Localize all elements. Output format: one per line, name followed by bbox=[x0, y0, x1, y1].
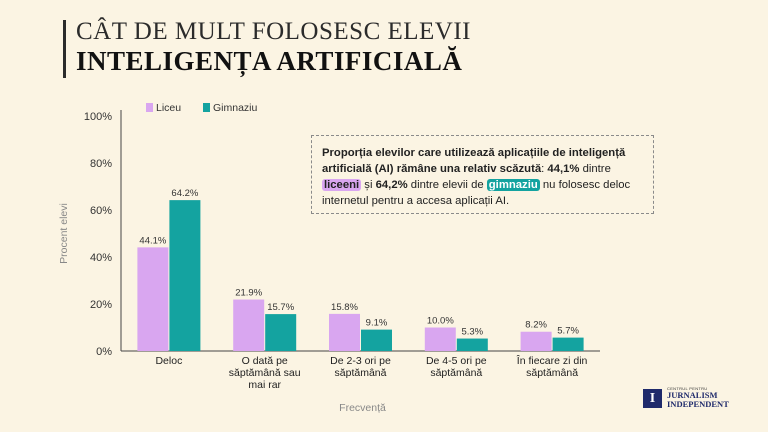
callout-sep: : bbox=[541, 163, 548, 175]
bar-liceu bbox=[137, 247, 169, 351]
y-tick-label: 20% bbox=[90, 299, 112, 311]
callout-value-liceu: 44,1% bbox=[547, 163, 580, 175]
y-tick-label: 40% bbox=[90, 252, 112, 264]
bar-liceu bbox=[233, 299, 265, 351]
bar-liceu bbox=[520, 331, 552, 351]
x-tick-label: săptămână bbox=[430, 367, 482, 379]
callout-lead: Proporția elevilor care utilizează aplic… bbox=[322, 147, 626, 175]
bar-liceu bbox=[329, 313, 360, 351]
x-tick-label: săptămână sau bbox=[229, 367, 301, 379]
legend-swatch-gimnaziu bbox=[203, 103, 210, 112]
callout-text: dintre elevii de bbox=[407, 179, 487, 191]
callout-text: dintre bbox=[579, 163, 611, 175]
bar-gimnaziu bbox=[265, 314, 297, 351]
x-tick-label: De 4-5 ori pe bbox=[426, 355, 487, 367]
publisher-logo: I CENTRUL PENTRU JURNALISM INDEPENDENT bbox=[643, 386, 733, 412]
bar-gimnaziu bbox=[169, 200, 201, 351]
y-tick-label: 0% bbox=[96, 346, 112, 358]
page-title-line2: INTELIGENȚA ARTIFICIALĂ bbox=[76, 46, 463, 76]
legend-swatch-liceu bbox=[146, 103, 153, 112]
highlight-gimnaziu: gimnaziu bbox=[486, 179, 540, 191]
callout-text: nu folosesc deloc internetul pentru a ac… bbox=[322, 179, 631, 207]
data-label: 9.1% bbox=[366, 318, 388, 329]
callout-box: Proporția elevilor care utilizează aplic… bbox=[311, 135, 654, 214]
data-label: 5.7% bbox=[557, 326, 579, 337]
callout-text: și bbox=[361, 179, 376, 191]
y-tick-label: 80% bbox=[90, 158, 112, 170]
x-tick-label: Deloc bbox=[155, 355, 182, 367]
x-tick-label: mai rar bbox=[248, 379, 281, 391]
y-tick-label: 100% bbox=[84, 111, 112, 123]
logo-small-text: CENTRUL PENTRU bbox=[667, 386, 708, 391]
page-title-line1: CÂT DE MULT FOLOSESC ELEVII bbox=[76, 18, 472, 45]
callout-value-gimnaziu: 64,2% bbox=[375, 179, 408, 191]
data-label: 15.7% bbox=[267, 302, 294, 313]
bar-gimnaziu bbox=[456, 338, 488, 351]
y-axis-title: Procent elevi bbox=[58, 203, 70, 264]
x-tick-label: În fiecare zi din bbox=[516, 354, 588, 367]
x-tick-label: săptămână bbox=[335, 367, 387, 379]
data-label: 15.8% bbox=[331, 302, 358, 313]
legend-label-liceu: Liceu bbox=[156, 102, 181, 114]
logo-line2: INDEPENDENT bbox=[667, 399, 729, 409]
x-tick-label: săptămână bbox=[526, 367, 578, 379]
data-label: 64.2% bbox=[171, 188, 198, 199]
x-tick-label: O dată pe bbox=[242, 355, 288, 367]
bar-gimnaziu bbox=[552, 337, 584, 351]
bar-gimnaziu bbox=[361, 329, 392, 351]
data-label: 44.1% bbox=[139, 235, 166, 246]
bar-liceu bbox=[424, 327, 456, 351]
title-accent-bar bbox=[63, 20, 66, 78]
data-label: 21.9% bbox=[235, 288, 262, 299]
highlight-liceeni: liceeni bbox=[322, 179, 362, 191]
data-label: 5.3% bbox=[461, 327, 483, 338]
data-label: 10.0% bbox=[427, 316, 454, 327]
logo-name: JURNALISM INDEPENDENT bbox=[667, 391, 729, 409]
legend-label-gimnaziu: Gimnaziu bbox=[213, 102, 258, 114]
data-label: 8.2% bbox=[525, 320, 547, 331]
y-tick-label: 60% bbox=[90, 205, 112, 217]
x-tick-label: De 2-3 ori pe bbox=[330, 355, 391, 367]
logo-line1: JURNALISM bbox=[667, 390, 718, 400]
x-axis-title: Frecvență bbox=[339, 402, 386, 414]
logo-mark: I bbox=[643, 389, 662, 408]
